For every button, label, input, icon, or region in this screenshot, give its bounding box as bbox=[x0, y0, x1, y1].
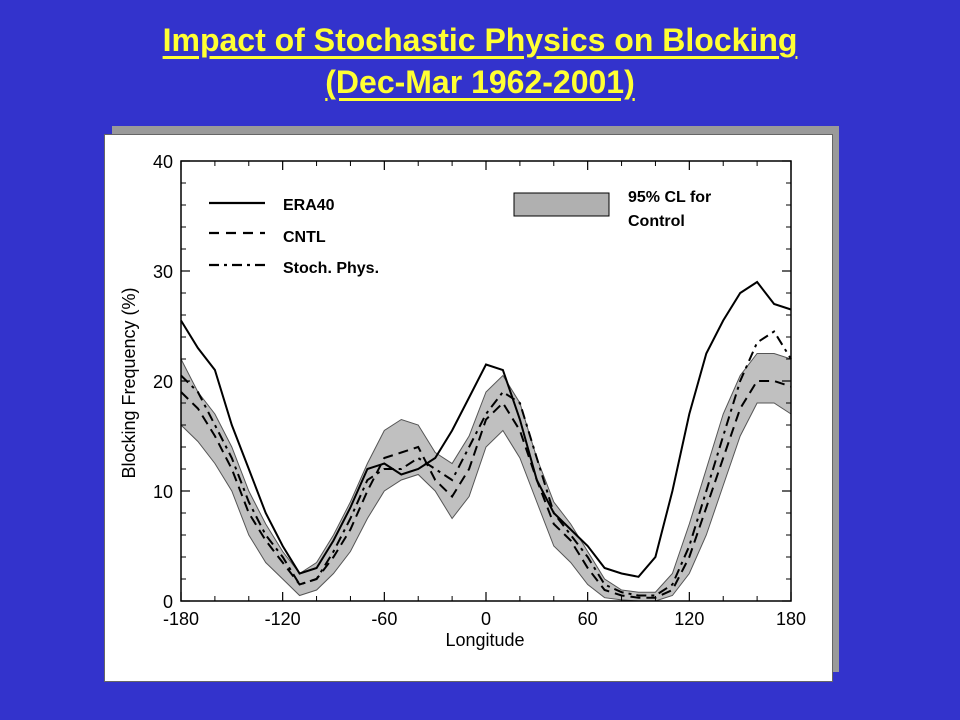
x-tick-label: -120 bbox=[265, 609, 301, 629]
legend-band-label-line2: Control bbox=[628, 213, 685, 230]
slide-title-line1: Impact of Stochastic Physics on Blocking bbox=[162, 22, 798, 58]
y-tick-label: 30 bbox=[153, 262, 173, 282]
legend-label-cntl: CNTL bbox=[283, 229, 326, 246]
x-tick-label: -60 bbox=[371, 609, 397, 629]
y-tick-label: 40 bbox=[153, 152, 173, 172]
x-tick-label: 0 bbox=[481, 609, 491, 629]
y-tick-label: 10 bbox=[153, 482, 173, 502]
chart-panel: -180 -120 -60 0 60 120 180 0 10 20 30 40 95% CL for… bbox=[104, 134, 833, 682]
legend-band-label-line1: 95% CL for bbox=[628, 189, 711, 206]
y-tick-label: 0 bbox=[163, 592, 173, 612]
legend-band-swatch bbox=[513, 192, 610, 217]
x-tick-label: -180 bbox=[163, 609, 199, 629]
series-line-0 bbox=[180, 280, 792, 578]
confidence-band bbox=[180, 353, 792, 602]
x-tick-label: 180 bbox=[776, 609, 806, 629]
legend-label-era40: ERA40 bbox=[283, 197, 335, 214]
x-axis-label: Longitude bbox=[445, 630, 524, 650]
legend-label-stoch: Stoch. Phys. bbox=[283, 260, 379, 277]
y-tick-label: 20 bbox=[153, 372, 173, 392]
x-tick-label: 120 bbox=[674, 609, 704, 629]
series-line-2 bbox=[180, 330, 792, 597]
series-line-1 bbox=[180, 380, 792, 599]
blocking-chart: -180 -120 -60 0 60 120 180 0 10 20 30 40 95% CL for… bbox=[119, 152, 806, 650]
x-tick-label: 60 bbox=[578, 609, 598, 629]
slide-title-line2: (Dec-Mar 1962-2001) bbox=[325, 64, 635, 100]
y-axis-label: Blocking Frequency (%) bbox=[119, 287, 139, 478]
